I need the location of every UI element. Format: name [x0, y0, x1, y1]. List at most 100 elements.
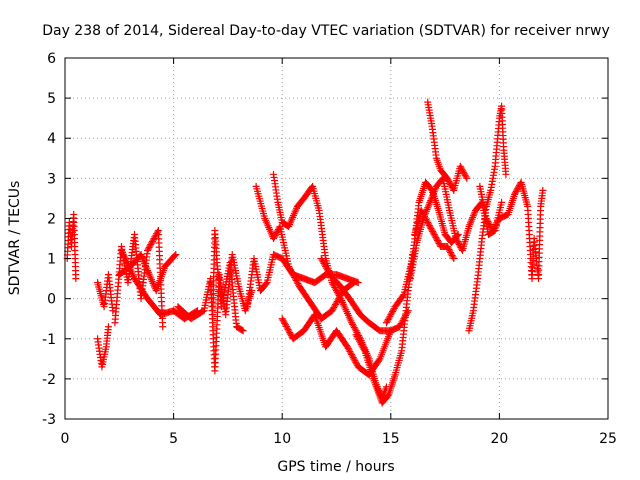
plot-frame — [64, 57, 609, 420]
x-tick-label: 20 — [490, 431, 508, 447]
data-point — [329, 305, 337, 313]
data-point — [288, 269, 296, 277]
series-track-s — [465, 102, 510, 335]
data-point — [273, 228, 281, 236]
data-point — [332, 299, 340, 307]
data-point — [284, 326, 292, 334]
grid-lines — [65, 58, 608, 419]
series-track-h — [209, 226, 247, 335]
data-point — [282, 321, 290, 329]
data-point — [484, 217, 492, 225]
data-point — [417, 206, 425, 214]
data-point — [431, 232, 439, 240]
data-point — [275, 224, 283, 232]
data-point — [491, 222, 499, 230]
series-track-b — [94, 323, 112, 371]
data-point — [283, 324, 291, 332]
data-point — [511, 190, 519, 198]
data-point — [460, 170, 468, 178]
x-tick-label: 0 — [61, 431, 70, 447]
data-point — [144, 247, 152, 255]
data-point — [291, 273, 299, 281]
data-point — [454, 238, 462, 246]
data-point — [336, 293, 344, 301]
data-point — [427, 224, 435, 232]
x-axis-label: GPS time / hours — [277, 459, 394, 475]
data-point — [421, 214, 429, 222]
data-point — [429, 227, 437, 235]
data-point — [447, 250, 455, 258]
series-track-j — [252, 182, 358, 323]
data-point — [493, 219, 501, 227]
data-point — [483, 216, 491, 224]
series-track-t — [476, 178, 547, 283]
data-point — [147, 241, 155, 249]
data-point — [418, 208, 426, 216]
data-point — [347, 349, 355, 357]
data-point — [331, 302, 339, 310]
data-point — [384, 392, 392, 400]
data-point — [330, 304, 338, 312]
series-track-m — [317, 255, 412, 335]
y-tick-label: 5 — [47, 91, 56, 107]
data-point — [428, 226, 436, 234]
data-point — [172, 251, 180, 259]
data-point — [512, 187, 520, 195]
data-point — [292, 276, 300, 284]
data-point — [352, 358, 360, 366]
y-tick-label: 6 — [47, 51, 56, 67]
data-point — [148, 239, 156, 247]
series-track-a — [63, 210, 80, 283]
data-point — [489, 226, 497, 234]
data-point — [490, 225, 498, 233]
data-point — [452, 235, 460, 242]
data-point — [423, 217, 431, 225]
series-track-q — [411, 206, 458, 263]
y-tick-label: 0 — [47, 292, 56, 308]
chart-title: Day 238 of 2014, Sidereal Day-to-day VTE… — [42, 23, 610, 39]
data-point — [449, 253, 457, 261]
data-point — [482, 214, 490, 222]
y-tick-label: 1 — [47, 252, 56, 268]
data-point — [199, 307, 207, 315]
data-point — [149, 236, 157, 244]
data-point — [502, 170, 510, 178]
data-point — [445, 246, 453, 254]
y-tick-label: 4 — [47, 131, 56, 147]
data-point — [432, 233, 440, 241]
data-point — [511, 189, 519, 197]
data-points — [63, 98, 547, 407]
series-track-i — [243, 251, 362, 311]
y-tick-label: 3 — [47, 171, 56, 187]
data-point — [498, 198, 506, 206]
data-point — [458, 165, 466, 173]
data-point — [447, 180, 455, 188]
data-point — [426, 223, 434, 231]
data-point — [104, 323, 112, 331]
data-point — [348, 352, 356, 360]
data-point — [282, 322, 290, 330]
data-point — [420, 212, 428, 220]
data-point — [333, 297, 341, 305]
series-track-l — [278, 311, 395, 379]
data-point — [281, 319, 289, 327]
data-point — [425, 220, 433, 228]
data-point — [485, 219, 493, 227]
y-tick-label: 2 — [47, 211, 56, 227]
data-point — [145, 244, 153, 252]
y-tick-label: -2 — [42, 372, 56, 388]
data-point — [375, 356, 383, 364]
data-point — [280, 318, 288, 326]
data-point — [291, 275, 299, 283]
data-point — [433, 235, 441, 243]
data-point — [350, 279, 358, 287]
data-point — [287, 330, 295, 338]
data-point — [285, 327, 293, 335]
data-point — [294, 280, 302, 288]
data-point — [270, 235, 278, 242]
data-point — [456, 162, 464, 170]
y-tick-label: -1 — [42, 332, 56, 348]
data-point — [331, 301, 339, 309]
data-point — [446, 179, 454, 187]
